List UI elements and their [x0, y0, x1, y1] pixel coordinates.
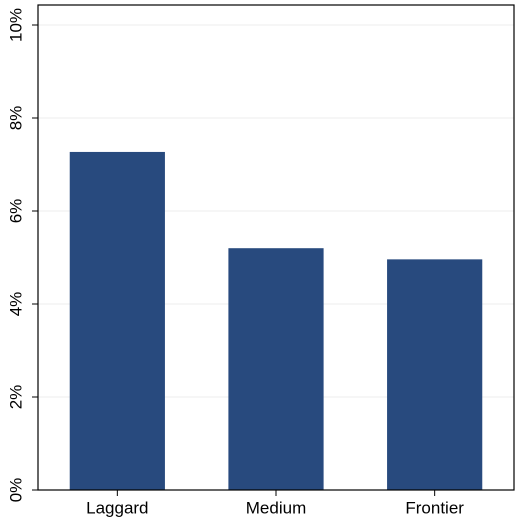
plot-frame — [37, 4, 515, 491]
y-tick-label: 6% — [6, 199, 25, 224]
y-tick-label: 0% — [6, 478, 25, 503]
y-tick-label: 10% — [6, 8, 25, 42]
x-tick-label: Laggard — [86, 498, 148, 517]
y-tick-label: 2% — [6, 385, 25, 410]
x-tick-label: Medium — [246, 498, 306, 517]
bar — [228, 248, 324, 490]
y-tick-label: 8% — [6, 106, 25, 131]
y-tick-label: 4% — [6, 292, 25, 317]
x-tick-label: Frontier — [405, 498, 464, 517]
bar — [69, 151, 165, 490]
bar — [387, 259, 483, 490]
